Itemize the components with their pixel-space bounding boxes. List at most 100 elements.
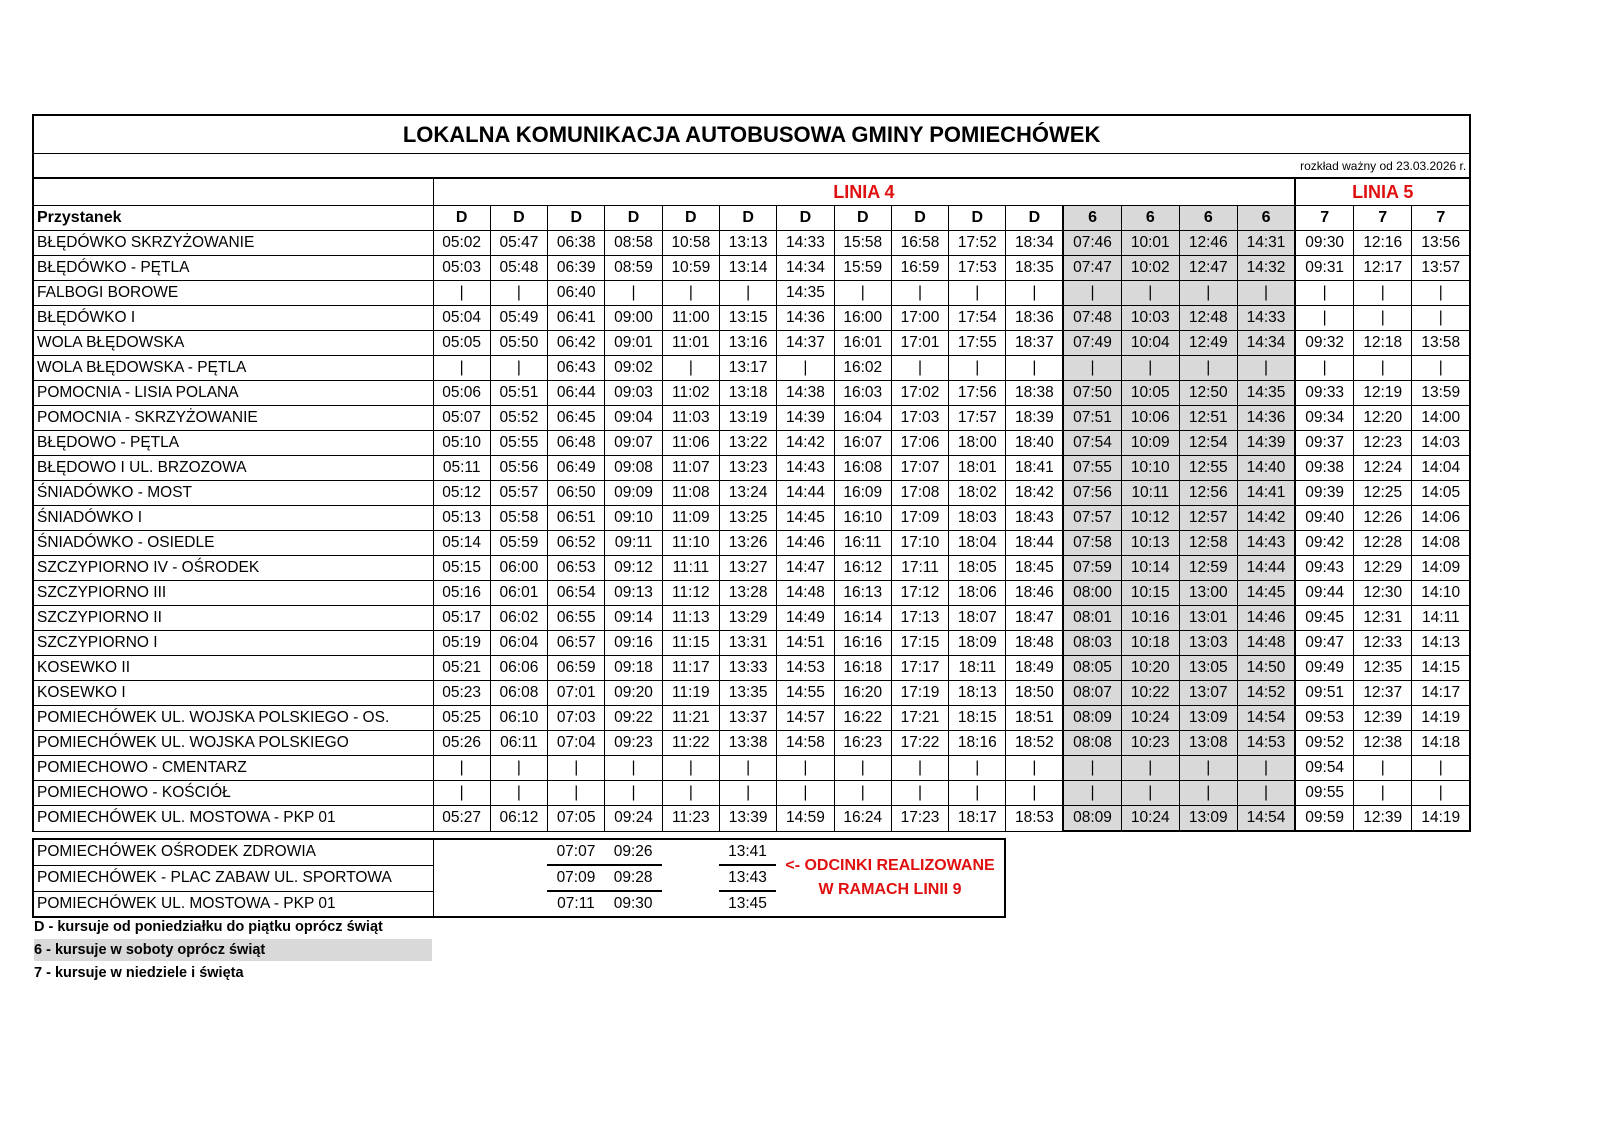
departure-time: | <box>432 780 491 806</box>
departure-time: 09:40 <box>1294 505 1355 531</box>
table-row: BŁĘDÓWKO I 05:04 05:49 06:41 09:00 11:00 13:15… <box>32 305 1472 331</box>
departure-time: | <box>1353 755 1413 781</box>
stop-name: BŁĘDOWO I UL. BRZOZOWA <box>32 455 434 481</box>
departure-time: 06:00 <box>489 555 549 581</box>
departure-time <box>661 891 719 918</box>
stop-column-header: Przystanek <box>32 205 434 231</box>
departure-time: 16:13 <box>833 580 892 606</box>
departure-time: 16:00 <box>833 305 892 331</box>
departure-time: | <box>1062 780 1122 806</box>
departure-time: 14:53 <box>1236 730 1296 756</box>
departure-time: 05:02 <box>432 230 491 256</box>
departure-time: 18:11 <box>948 655 1007 681</box>
departure-time: | <box>776 780 835 806</box>
departure-time: 11:21 <box>661 705 720 731</box>
departure-time: 12:38 <box>1353 730 1413 756</box>
departure-time: 05:47 <box>489 230 549 256</box>
departure-time: | <box>1411 305 1472 331</box>
departure-time: | <box>1005 780 1064 806</box>
stop-name: BŁĘDÓWKO - PĘTLA <box>32 255 434 281</box>
departure-time: 09:49 <box>1294 655 1355 681</box>
departure-time: 10:24 <box>1120 705 1180 731</box>
departure-time: 13:23 <box>718 455 778 481</box>
timetable: LOKALNA KOMUNIKACJA AUTOBUSOWA GMINY POM… <box>31 114 1472 832</box>
departure-time: | <box>489 755 549 781</box>
departure-time: 05:50 <box>489 330 549 356</box>
departure-time: 13:26 <box>718 530 778 556</box>
stop-name: SZCZYPIORNO IV - OŚRODEK <box>32 555 434 581</box>
departure-time: 14:05 <box>1411 480 1472 506</box>
departure-time: 06:38 <box>547 230 606 256</box>
departure-time: 13:57 <box>1411 255 1472 281</box>
departure-time: 16:10 <box>833 505 892 531</box>
departure-time: 06:59 <box>547 655 606 681</box>
departure-time: 17:19 <box>890 680 950 706</box>
departure-time: 11:22 <box>661 730 720 756</box>
departure-time: 07:04 <box>547 730 606 756</box>
table-row: ŚNIADÓWKO - OSIEDLE 05:14 05:59 06:52 09:11 1… <box>32 530 1472 556</box>
departure-time: 09:54 <box>1294 755 1355 781</box>
day-code-header: D <box>718 205 778 231</box>
departure-time: 14:31 <box>1236 230 1296 256</box>
departure-time: 14:39 <box>776 405 835 431</box>
departure-time: | <box>890 755 950 781</box>
extension-table: POMIECHÓWEK OŚRODEK ZDROWIA 07:07 09:26 13:… <box>32 838 1006 918</box>
departure-time: 12:46 <box>1178 230 1238 256</box>
departure-time: 14:50 <box>1236 655 1296 681</box>
departure-time: 14:38 <box>776 380 835 406</box>
departure-time: 09:37 <box>1294 430 1355 456</box>
departure-time: 13:16 <box>718 330 778 356</box>
departure-time: 17:08 <box>890 480 950 506</box>
departure-time: 12:24 <box>1353 455 1413 481</box>
departure-time: | <box>489 780 549 806</box>
departure-time: 16:11 <box>833 530 892 556</box>
departure-time: 12:33 <box>1353 630 1413 656</box>
departure-time: 08:58 <box>604 230 663 256</box>
table-row: ŚNIADÓWKO I 05:13 05:58 06:51 09:10 11:09 13:2… <box>32 505 1472 531</box>
departure-time: 13:24 <box>718 480 778 506</box>
departure-time <box>432 865 491 891</box>
departure-time: 13:35 <box>718 680 778 706</box>
departure-time: 12:17 <box>1353 255 1413 281</box>
departure-time: 11:03 <box>661 405 720 431</box>
departure-time: 06:49 <box>547 455 606 481</box>
departure-time: 17:06 <box>890 430 950 456</box>
line-9-note: <- ODCINKI REALIZOWANE W RAMACH LINII 9 <box>776 838 1006 918</box>
departure-time: 17:54 <box>948 305 1007 331</box>
departure-time: 16:20 <box>833 680 892 706</box>
departure-time: 14:33 <box>1236 305 1296 331</box>
departure-time: 09:51 <box>1294 680 1355 706</box>
departure-time: 16:03 <box>833 380 892 406</box>
departure-time: | <box>890 780 950 806</box>
departure-time: 09:03 <box>604 380 663 406</box>
departure-time: | <box>1353 280 1413 306</box>
departure-time: 05:27 <box>432 805 491 832</box>
departure-time: 14:08 <box>1411 530 1472 556</box>
departure-time: 10:15 <box>1120 580 1180 606</box>
departure-time: 13:09 <box>1178 805 1238 832</box>
departure-time: 18:09 <box>948 630 1007 656</box>
table-row: SZCZYPIORNO II 05:17 06:02 06:55 09:14 11:13 1… <box>32 605 1472 631</box>
departure-time: 17:21 <box>890 705 950 731</box>
departure-time: 13:45 <box>718 891 777 918</box>
departure-time: 06:51 <box>547 505 606 531</box>
departure-time <box>490 891 548 918</box>
departure-time: 10:06 <box>1120 405 1180 431</box>
departure-time: | <box>489 355 549 381</box>
departure-time: 05:23 <box>432 680 491 706</box>
table-row: SZCZYPIORNO III 05:16 06:01 06:54 09:13 11:12… <box>32 580 1472 606</box>
departure-time: 18:01 <box>948 455 1007 481</box>
departure-time: 11:19 <box>661 680 720 706</box>
departure-time: 10:04 <box>1120 330 1180 356</box>
departure-time: 09:43 <box>1294 555 1355 581</box>
departure-time: | <box>1294 280 1355 306</box>
departure-time: 12:26 <box>1353 505 1413 531</box>
legend-weekday: D - kursuje od poniedziałku do piątku op… <box>34 919 383 935</box>
departure-time: 11:11 <box>661 555 720 581</box>
departure-time: 14:39 <box>1236 430 1296 456</box>
departure-time: 09:42 <box>1294 530 1355 556</box>
departure-time: 16:59 <box>890 255 950 281</box>
departure-time: | <box>547 780 606 806</box>
departure-time: 14:19 <box>1411 705 1472 731</box>
departure-time: | <box>661 280 720 306</box>
